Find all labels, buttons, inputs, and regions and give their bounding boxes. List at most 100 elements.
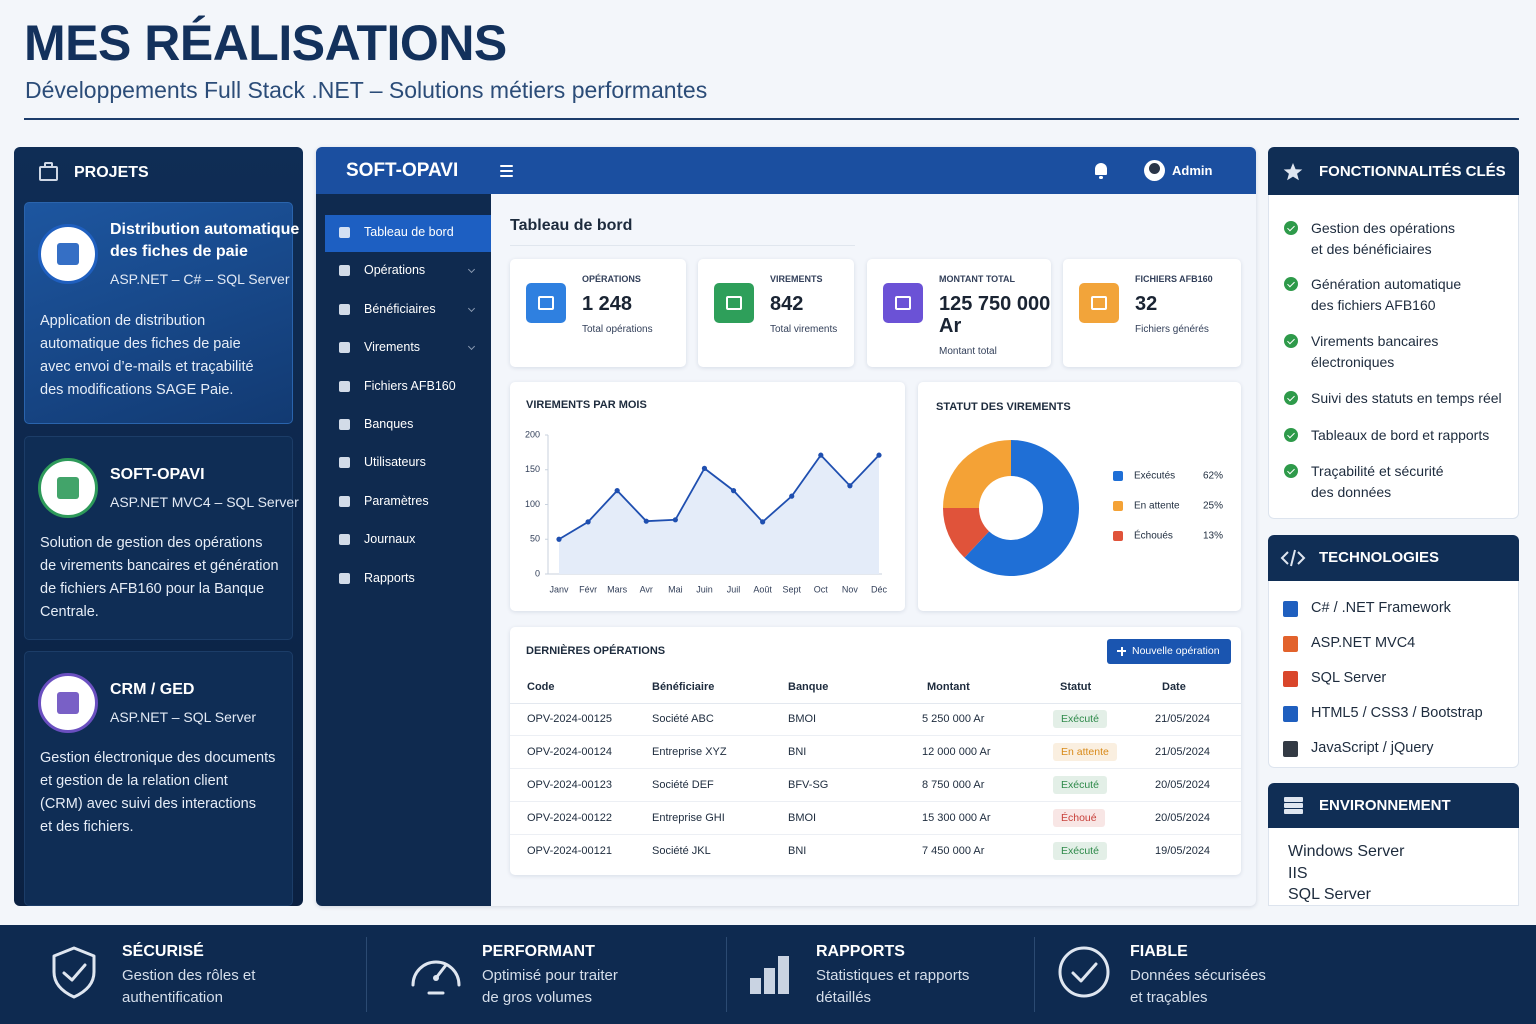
kpi-icon-glyph [895,296,911,310]
nav-item[interactable]: Journaux [364,532,416,547]
nav-item[interactable]: Tableau de bord [364,225,454,239]
features-header [1268,147,1519,195]
x-tick-label: Mai [668,584,683,594]
check-icon [1284,464,1298,478]
gauge-icon [411,960,461,995]
table-cell: BFV-SG [788,779,829,791]
table-header: Banque [788,681,829,693]
gauge-arc [411,960,461,987]
technology-icon [1283,671,1298,687]
line-point [730,488,737,494]
table-cell: 5 250 000 Ar [922,713,985,725]
nav-icon [339,534,350,546]
line-point [818,452,824,458]
technology-icon [1283,636,1298,652]
kpi-label: OPÉRATIONS [582,274,641,284]
kpi-icon [526,283,566,323]
nav-icon [339,265,350,277]
nav-item[interactable]: Opérations [364,263,426,278]
project-description: de virements bancaires et génération [40,558,279,574]
kpi-icon [1079,283,1119,323]
nav-item[interactable]: Fichiers AFB160 [364,378,456,393]
nav-item[interactable]: Bénéficiaires [364,301,436,316]
technology-icon [1283,741,1298,757]
x-tick-label: Sept [782,584,801,594]
nav-item[interactable]: Paramètres [364,493,429,508]
feature-item: Gestion des opérations [1311,220,1455,236]
x-tick-label: Déc [871,584,888,594]
donut-slice [964,440,1079,576]
server-icon-bar [1284,803,1303,808]
kpi-text: OPÉRATIONS 1 248 Total opérations [582,274,700,335]
table-cell: OPV-2024-00124 [527,746,613,758]
feature-item: des données [1311,484,1392,500]
page-subtitle: Développements Full Stack .NET – Solutio… [25,77,708,103]
donut-chart: Exécutés 62% En attente 25% Échoués 13% [943,440,1223,576]
briefcase-icon [39,166,58,181]
legend-label: Exécutés [1134,471,1175,482]
table-cell: 15 300 000 Ar [922,812,991,824]
table-row-rule [510,801,1241,802]
shield-outline [52,946,96,999]
check-icon [1284,391,1298,405]
line-chart: 0 50 100 150 200 Janv Févr Mars Avr Mai Juin Juil Ao… [525,429,888,594]
table-cell: 12 000 000 Ar [922,746,991,758]
project-description: (CRM) avec suivi des interactions [40,796,256,812]
server-icon-bar [1284,797,1303,802]
header-rule [24,118,1519,120]
user-name: Admin [1172,163,1213,178]
star-icon [1283,163,1303,181]
nav-icon [339,457,350,469]
menu-icon-line [500,175,513,177]
line-point [672,517,678,523]
project-title: Distribution automatique [110,221,300,238]
table-header: Date [1162,681,1186,693]
footer-text: Optimisé pour traiter [482,967,618,984]
table-cell: Société ABC [652,713,714,725]
technology-item: C# / .NET Framework [1311,600,1451,616]
x-tick-label: Mars [607,584,627,594]
footer-text: Données sécurisées [1130,967,1266,984]
star-shape [1283,163,1303,181]
kpi-label: FICHIERS AFB160 [1135,274,1213,284]
footer-separator [366,937,367,1012]
table-cell: Société JKL [652,845,711,857]
kpi-icon [883,283,923,323]
kpi-text: VIREMENTS 842 Total virements [770,274,888,335]
footer-text: de gros volumes [482,989,593,1006]
table-header: Bénéficiaire [652,681,715,693]
nav-item[interactable]: Rapports [364,570,415,585]
donut-slice [943,440,1011,508]
environment-item: SQL Server [1288,886,1371,903]
legend-label: Échoués [1134,529,1173,542]
line-point [789,493,795,499]
project-description: et gestion de la relation client [40,773,228,789]
feature-item: et des bénéficiaires [1311,241,1432,257]
user-avatar-head [1149,163,1160,174]
line-point [701,465,708,471]
nav-item[interactable]: Utilisateurs [364,455,426,470]
kpi-value: 842 [770,293,804,315]
x-tick-label: Août [753,584,772,594]
table-title: DERNIÈRES OPÉRATIONS [526,645,666,657]
footer-text: et traçables [1130,989,1208,1006]
line-point [556,536,562,542]
footer-separator [1034,937,1035,1012]
kpi-caption: Fichiers générés [1135,324,1209,335]
table-cell: 8 750 000 Ar [922,779,985,791]
line-point [876,452,882,458]
project-description: Solution de gestion des opérations [40,535,263,551]
nav-item[interactable]: Banques [364,417,414,431]
project-description: de fichiers AFB160 pour la Banque [40,581,265,597]
code-bracket [1280,551,1289,565]
feature-item: Traçabilité et sécurité [1311,463,1444,479]
nav-item[interactable]: Virements [364,340,421,355]
y-tick-label: 100 [525,499,540,509]
kpi-caption: Total virements [770,324,838,335]
project-heading: SOFT-OPAVI ASP.NET MVC4 – SQL Server [110,443,299,533]
code-icon [1280,549,1306,567]
check-circle-mark [1071,962,1098,983]
new-operation-button[interactable]: Nouvelle opération [1107,639,1231,664]
bars-icon [750,956,789,994]
code-slash [1290,549,1296,567]
